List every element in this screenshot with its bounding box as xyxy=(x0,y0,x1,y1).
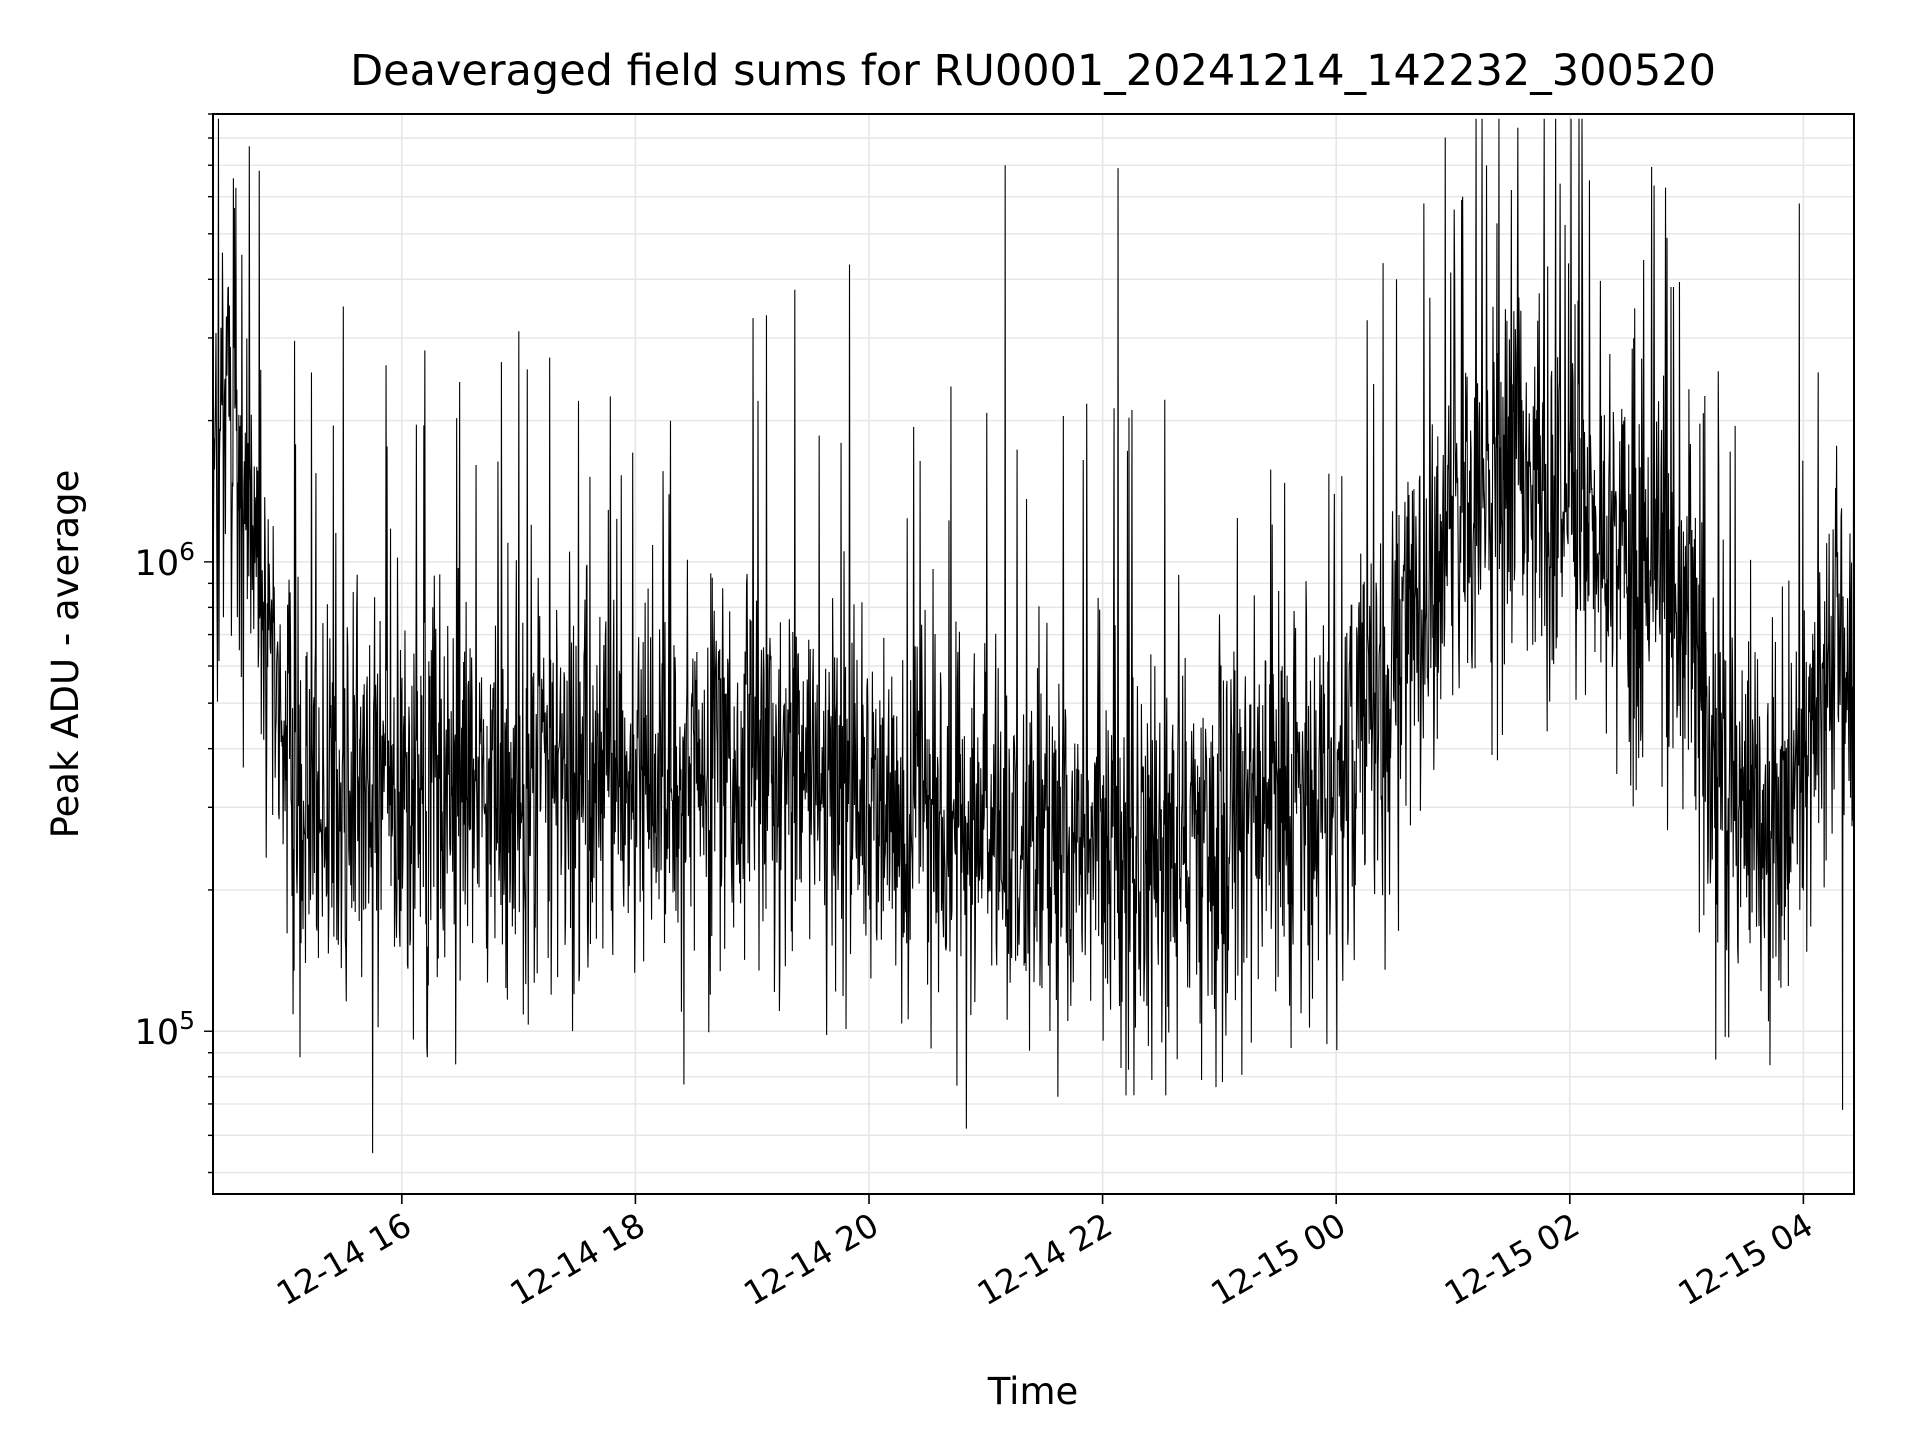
y-tick-label: 105 xyxy=(135,1006,195,1053)
plot-frame xyxy=(212,113,1855,1195)
x-tick-label: 12-14 22 xyxy=(971,1205,1119,1313)
series-line xyxy=(212,118,1855,1154)
x-tick-label: 12-14 16 xyxy=(270,1205,418,1313)
x-tick-label: 12-14 20 xyxy=(737,1205,885,1313)
x-tick-label: 12-15 00 xyxy=(1204,1205,1352,1313)
x-axis-label: Time xyxy=(987,1370,1079,1413)
y-tick-label: 106 xyxy=(135,537,195,584)
x-tick-label: 12-14 18 xyxy=(503,1205,651,1313)
x-tick-label: 12-15 04 xyxy=(1671,1205,1819,1313)
y-axis-label: Peak ADU - average xyxy=(44,470,87,839)
chart-title: Deaveraged field sums for RU0001_2024121… xyxy=(350,46,1716,96)
x-tick-label: 12-15 02 xyxy=(1438,1205,1586,1313)
